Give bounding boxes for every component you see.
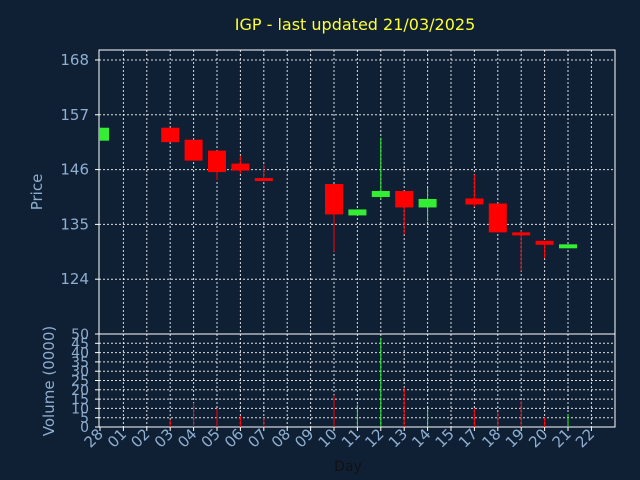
price-tick-label: 157	[60, 106, 89, 124]
candle-19	[512, 230, 531, 272]
candle-body	[465, 198, 484, 205]
candle-21	[559, 244, 577, 249]
price-axis-label: Price	[28, 174, 46, 211]
candle-body	[395, 191, 414, 208]
x-tick-label: 18	[478, 425, 504, 451]
candle-13	[395, 191, 414, 235]
candle-body	[184, 139, 203, 161]
x-tick-label: 13	[385, 425, 411, 451]
x-tick-label: 14	[408, 425, 434, 451]
volume-tick-label: 15	[71, 392, 89, 408]
candle-body	[535, 240, 554, 245]
x-tick-label: 22	[572, 425, 598, 451]
candle-body	[559, 244, 577, 249]
x-tick-label: 19	[502, 425, 528, 451]
x-tick-label: 03	[151, 425, 177, 451]
candle-body	[208, 150, 226, 173]
x-tick-label: 05	[198, 425, 224, 451]
x-tick-label: 01	[104, 425, 130, 451]
volume-tick-label: 50	[71, 327, 89, 343]
x-tick-label: 07	[244, 425, 270, 451]
volume-tick-label: 0	[80, 420, 89, 436]
x-ticks: 2801020304050607080910111213141517181920…	[81, 425, 599, 451]
x-tick-label: 11	[338, 425, 364, 451]
price-tick-label: 135	[60, 215, 89, 233]
candle-11	[348, 209, 367, 216]
candle-03	[161, 127, 180, 143]
volume-tick-label: 25	[71, 374, 89, 390]
x-tick-label: 06	[221, 425, 247, 451]
volume-tick-label: 35	[71, 355, 89, 371]
volume-bars	[169, 337, 569, 427]
candles	[99, 127, 577, 272]
candle-body	[348, 209, 367, 216]
chart-title: IGP - last updated 21/03/2025	[235, 15, 476, 34]
volume-tick-label: 10	[71, 401, 89, 417]
candle-body	[254, 178, 273, 182]
x-tick-label: 15	[432, 425, 458, 451]
candle-body	[231, 163, 250, 171]
volume-tick-label: 40	[71, 346, 89, 362]
price-tick-label: 146	[60, 161, 89, 179]
price-y-ticks: 124 135 146 157 168	[60, 51, 99, 288]
candle-body	[371, 191, 390, 197]
candle-body	[512, 232, 531, 236]
x-tick-label: 08	[268, 425, 294, 451]
candle-14	[418, 188, 437, 222]
candle-body	[99, 127, 109, 141]
x-tick-label: 12	[361, 425, 387, 451]
candle-07	[254, 164, 273, 182]
volume-axis-label: Volume (0000)	[40, 326, 58, 436]
candle-body	[488, 203, 507, 233]
candle-04	[184, 139, 203, 161]
volume-tick-label: 30	[71, 364, 89, 380]
x-tick-label: 09	[291, 425, 317, 451]
x-tick-label: 04	[174, 425, 200, 451]
x-axis-label: Day	[334, 459, 362, 475]
candle-18	[488, 203, 507, 233]
volume-tick-label: 5	[80, 411, 89, 427]
x-tick-label: 21	[549, 425, 575, 451]
candle-body	[418, 198, 437, 208]
candle-body	[161, 127, 180, 143]
x-tick-label: 10	[315, 425, 341, 451]
x-tick-label: 17	[455, 425, 481, 451]
price-tick-label: 168	[60, 51, 89, 69]
candle-10	[325, 184, 343, 252]
candle-06	[231, 155, 250, 174]
x-tick-label: 02	[127, 425, 153, 451]
candle-05	[208, 150, 226, 181]
candle-17	[465, 174, 484, 207]
volume-tick-label: 20	[71, 383, 89, 399]
volume-tick-label: 45	[71, 336, 89, 352]
candle-20	[535, 240, 554, 259]
candle-body	[325, 184, 343, 215]
candle-12	[371, 137, 390, 200]
candle-28	[99, 127, 109, 141]
x-tick-label: 20	[525, 425, 551, 451]
price-tick-label: 124	[60, 270, 89, 288]
